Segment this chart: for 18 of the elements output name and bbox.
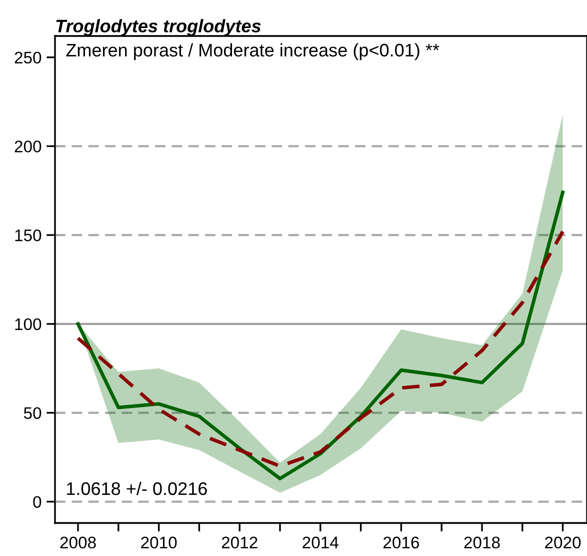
x-tick-label: 2020 [545, 536, 581, 548]
y-tick-label: 100 [15, 318, 42, 330]
line-series [76, 230, 564, 468]
chart-title: Troglodytes troglodytes [56, 19, 261, 36]
annotation: Zmeren porast / Moderate increase (p<0.01) ** [66, 43, 440, 60]
line-series [76, 190, 564, 480]
x-tick-label: 2010 [141, 536, 177, 548]
y-tick-label: 50 [24, 407, 42, 420]
annotation: 1.0618 +/- 0.0216 [67, 482, 207, 496]
y-tick-label: 250 [14, 52, 42, 64]
y-tick-label: 0 [33, 496, 42, 508]
x-tick-label: 2012 [222, 536, 258, 548]
x-tick-label: 2014 [302, 536, 338, 548]
y-tick-label: 200 [14, 140, 42, 152]
x-tick-label: 2016 [383, 536, 419, 548]
x-tick-label: 2008 [60, 536, 96, 548]
y-tick-label: 150 [15, 229, 42, 242]
x-tick-label: 2018 [464, 536, 500, 548]
